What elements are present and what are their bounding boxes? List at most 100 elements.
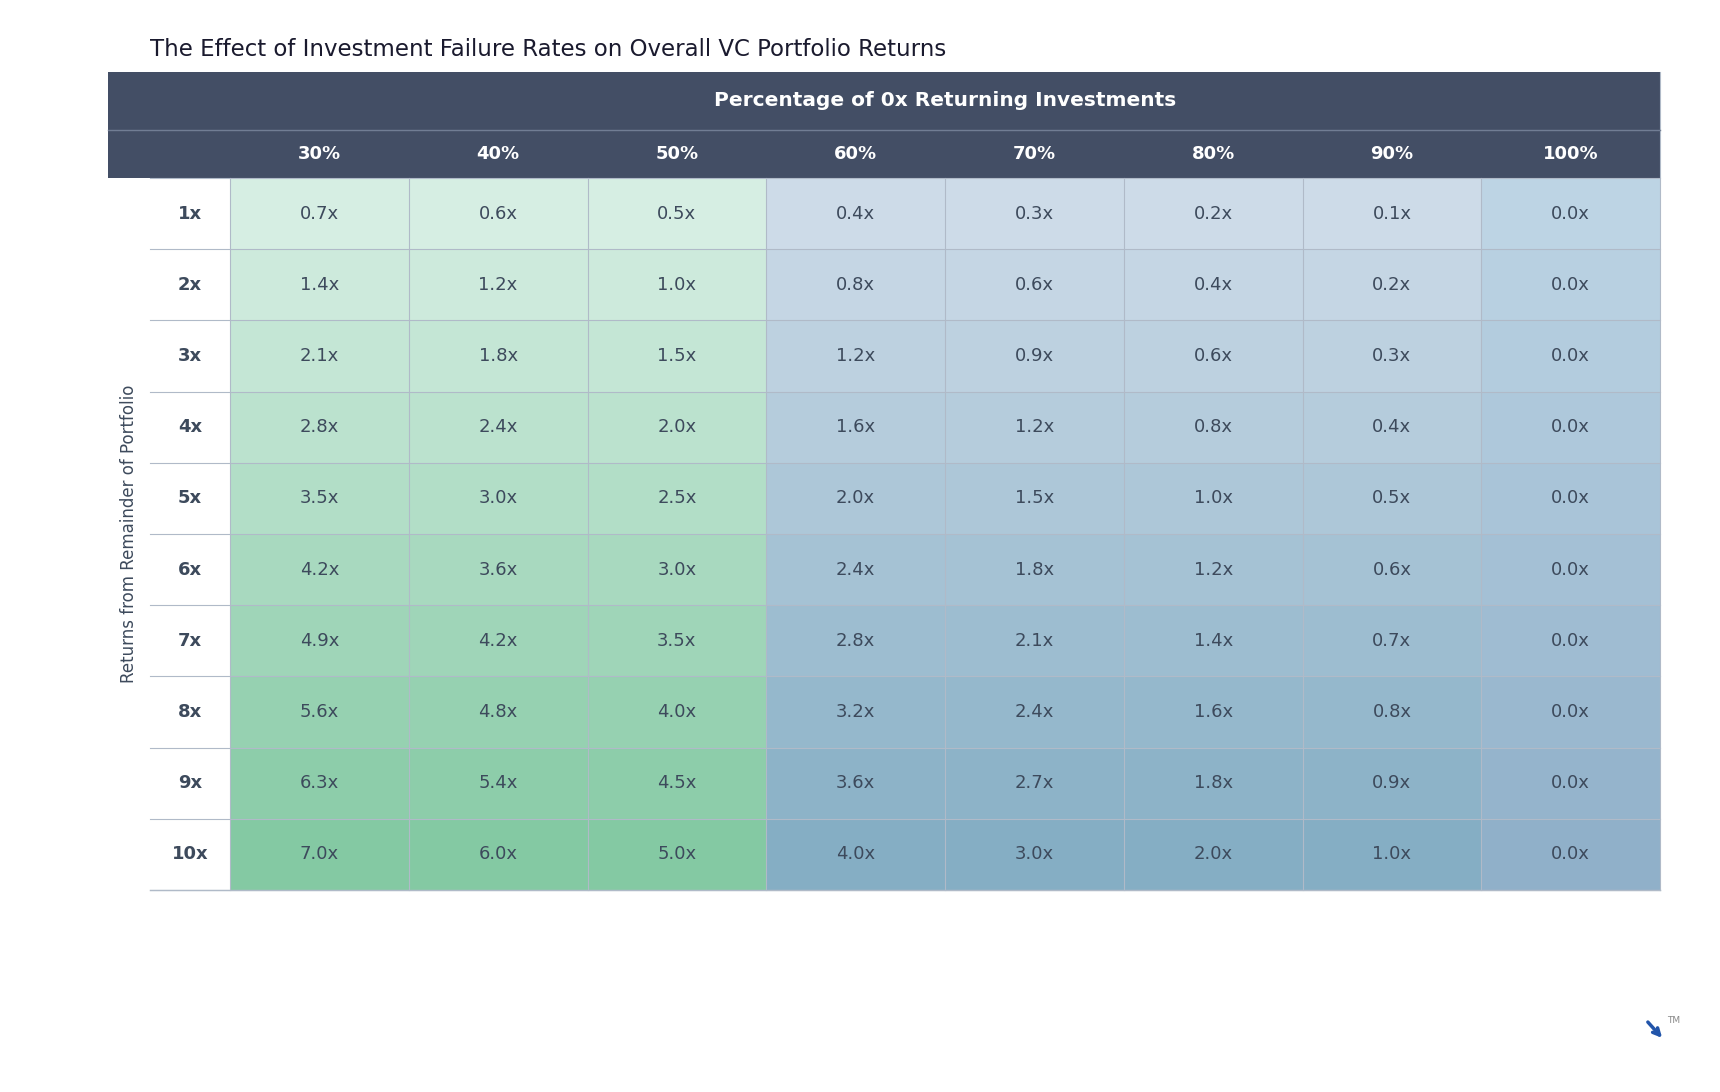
- Text: 1.2x: 1.2x: [1194, 560, 1233, 579]
- Bar: [230, 605, 409, 676]
- Bar: [409, 178, 588, 249]
- Bar: [1302, 463, 1481, 534]
- Bar: [230, 819, 409, 890]
- Text: 0.6x: 0.6x: [1373, 560, 1412, 579]
- Bar: [765, 819, 944, 890]
- Text: 2.0x: 2.0x: [1194, 845, 1233, 864]
- Bar: [1123, 392, 1302, 463]
- Text: 3.5x: 3.5x: [657, 632, 697, 650]
- Text: Returns from Remainder of Portfolio: Returns from Remainder of Portfolio: [120, 384, 138, 684]
- Text: 4.8x: 4.8x: [478, 703, 518, 721]
- Text: 0.5x: 0.5x: [657, 204, 697, 223]
- Bar: [765, 249, 944, 320]
- Text: 10x: 10x: [172, 845, 208, 864]
- Bar: [409, 320, 588, 392]
- Bar: [588, 605, 765, 676]
- Text: 0.0x: 0.0x: [1551, 489, 1589, 508]
- Bar: [230, 534, 409, 605]
- Text: 7.0x: 7.0x: [299, 845, 339, 864]
- Text: 0.1x: 0.1x: [1373, 204, 1412, 223]
- Text: 8x: 8x: [177, 703, 203, 721]
- Bar: [1302, 819, 1481, 890]
- Text: 70%: 70%: [1013, 145, 1056, 163]
- Text: 3.6x: 3.6x: [836, 774, 875, 792]
- Bar: [944, 392, 1123, 463]
- Text: 0.5x: 0.5x: [1373, 489, 1412, 508]
- Text: 1.6x: 1.6x: [1194, 703, 1233, 721]
- Text: 3.0x: 3.0x: [1015, 845, 1054, 864]
- Bar: [588, 178, 765, 249]
- Bar: [588, 748, 765, 819]
- Text: 5.4x: 5.4x: [478, 774, 518, 792]
- Bar: [944, 463, 1123, 534]
- Text: 6x: 6x: [177, 560, 201, 579]
- Bar: [765, 320, 944, 392]
- Bar: [765, 463, 944, 534]
- Text: 3.2x: 3.2x: [836, 703, 875, 721]
- Bar: [588, 676, 765, 748]
- Text: 1.6x: 1.6x: [836, 418, 875, 436]
- Bar: [1481, 463, 1660, 534]
- Bar: [1302, 605, 1481, 676]
- Text: 1.5x: 1.5x: [1015, 489, 1054, 508]
- Text: 4.5x: 4.5x: [657, 774, 697, 792]
- Text: 0.0x: 0.0x: [1551, 347, 1589, 365]
- Text: 4x: 4x: [177, 418, 201, 436]
- Text: 2.0x: 2.0x: [657, 418, 697, 436]
- Bar: [409, 463, 588, 534]
- Bar: [150, 463, 230, 534]
- Bar: [588, 534, 765, 605]
- Text: 2.4x: 2.4x: [478, 418, 518, 436]
- Text: 2x: 2x: [177, 276, 201, 294]
- Bar: [765, 676, 944, 748]
- Bar: [1123, 249, 1302, 320]
- Bar: [944, 320, 1123, 392]
- Text: 3.6x: 3.6x: [478, 560, 518, 579]
- Text: 4.0x: 4.0x: [836, 845, 875, 864]
- Text: 1.2x: 1.2x: [1015, 418, 1054, 436]
- Text: 0.2x: 0.2x: [1373, 276, 1412, 294]
- Text: 7x: 7x: [177, 632, 201, 650]
- Text: 3.0x: 3.0x: [657, 560, 697, 579]
- Text: 3.0x: 3.0x: [478, 489, 518, 508]
- Bar: [1302, 392, 1481, 463]
- Bar: [944, 748, 1123, 819]
- Bar: [230, 320, 409, 392]
- Text: 0.2x: 0.2x: [1194, 204, 1233, 223]
- Text: 0.6x: 0.6x: [1194, 347, 1233, 365]
- Bar: [1481, 178, 1660, 249]
- Bar: [944, 819, 1123, 890]
- Bar: [765, 534, 944, 605]
- Text: TM: TM: [1667, 1016, 1680, 1025]
- Text: 0.0x: 0.0x: [1551, 703, 1589, 721]
- Text: 9x: 9x: [177, 774, 201, 792]
- Bar: [409, 605, 588, 676]
- Text: 0.0x: 0.0x: [1551, 204, 1589, 223]
- Text: 0.3x: 0.3x: [1373, 347, 1412, 365]
- Text: 5x: 5x: [177, 489, 201, 508]
- Bar: [230, 249, 409, 320]
- Bar: [108, 72, 230, 178]
- Text: 2.4x: 2.4x: [1015, 703, 1054, 721]
- Bar: [108, 130, 1660, 178]
- Text: 0.0x: 0.0x: [1551, 560, 1589, 579]
- Bar: [944, 534, 1123, 605]
- Text: 3.5x: 3.5x: [299, 489, 339, 508]
- Text: 0.8x: 0.8x: [1373, 703, 1412, 721]
- Bar: [1302, 178, 1481, 249]
- Bar: [765, 605, 944, 676]
- Text: 1.5x: 1.5x: [657, 347, 697, 365]
- Bar: [588, 392, 765, 463]
- Text: 6.3x: 6.3x: [299, 774, 339, 792]
- Text: 1.0x: 1.0x: [1194, 489, 1233, 508]
- Bar: [1481, 748, 1660, 819]
- Text: 0.4x: 0.4x: [836, 204, 875, 223]
- Text: 0.0x: 0.0x: [1551, 418, 1589, 436]
- Bar: [1123, 605, 1302, 676]
- Bar: [944, 249, 1123, 320]
- Bar: [1123, 748, 1302, 819]
- Text: 5.6x: 5.6x: [299, 703, 339, 721]
- Bar: [150, 320, 230, 392]
- Text: 1.2x: 1.2x: [836, 347, 875, 365]
- Bar: [230, 748, 409, 819]
